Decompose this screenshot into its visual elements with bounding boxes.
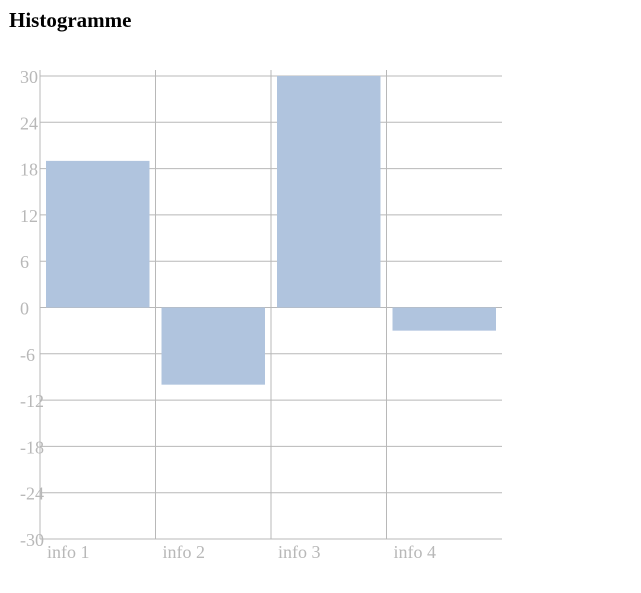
y-tick-label: 18 xyxy=(20,160,38,180)
bar-4 xyxy=(392,307,496,331)
y-tick-label: -30 xyxy=(20,530,44,550)
bar-2 xyxy=(161,307,265,385)
x-category-label: info 4 xyxy=(394,542,437,562)
y-tick-label: 0 xyxy=(20,299,29,319)
bars xyxy=(46,76,496,385)
x-category-label: info 2 xyxy=(163,542,206,562)
x-category-label: info 3 xyxy=(278,542,321,562)
y-tick-label: 30 xyxy=(20,67,38,87)
y-tick-label: 24 xyxy=(20,113,38,133)
bar-1 xyxy=(46,160,150,308)
bar-3 xyxy=(277,76,381,308)
y-tick-label: -24 xyxy=(20,484,44,504)
y-tick-label: -12 xyxy=(20,391,44,411)
y-tick-label: -18 xyxy=(20,437,44,457)
y-tick-label: -6 xyxy=(20,345,35,365)
x-category-label: info 1 xyxy=(47,542,90,562)
y-tick-label: 6 xyxy=(20,252,29,272)
y-tick-label: 12 xyxy=(20,206,38,226)
page-title: Histogramme xyxy=(9,8,132,32)
